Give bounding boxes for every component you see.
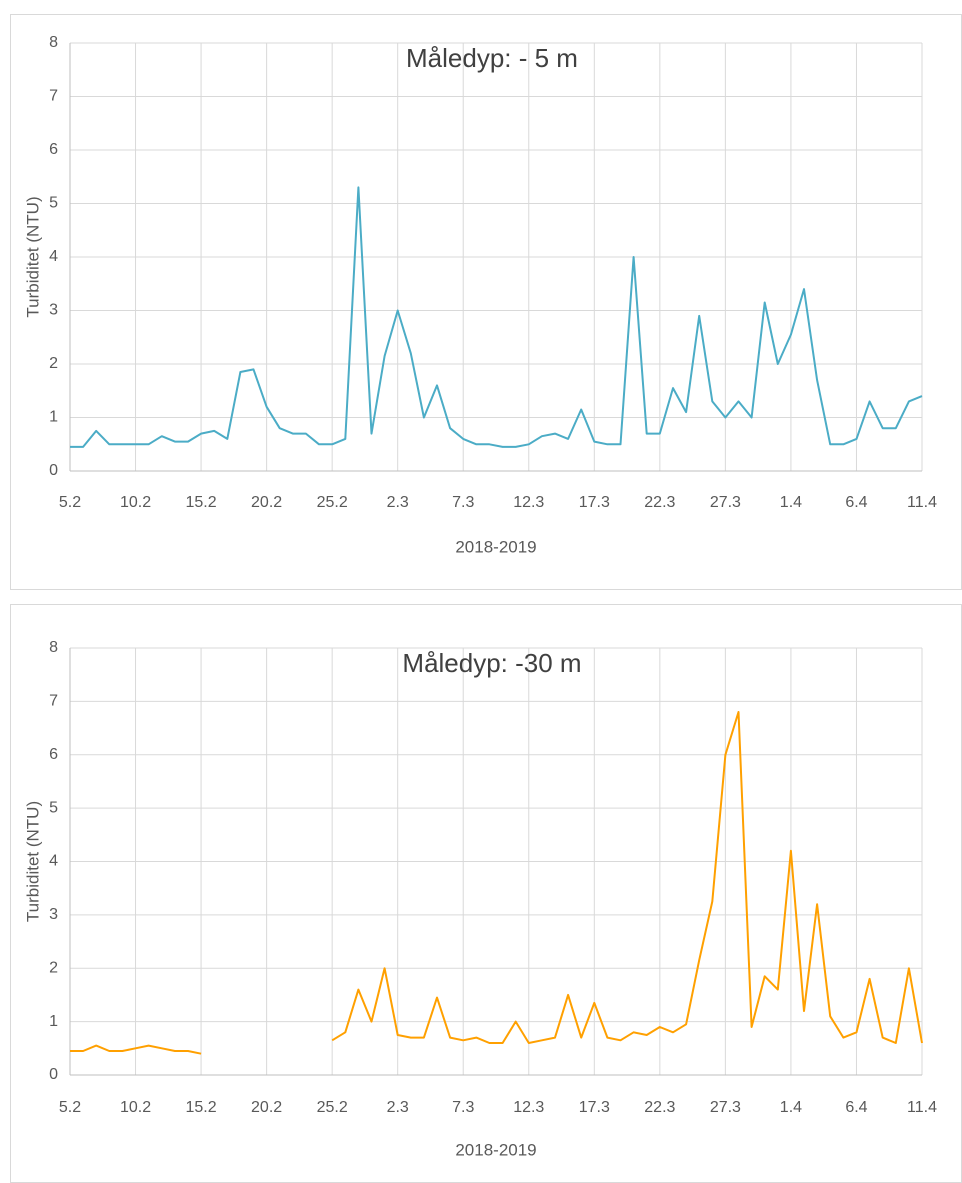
x-tick-label: 1.4 (780, 1099, 802, 1116)
y-tick-label: 2 (49, 355, 58, 372)
x-tick-label: 22.3 (644, 1099, 675, 1116)
y-tick-label: 4 (49, 853, 58, 870)
x-tick-label: 10.2 (120, 494, 151, 511)
x-tick-label: 12.3 (513, 494, 544, 511)
x-tick-label: 10.2 (120, 1099, 151, 1116)
y-tick-label: 8 (49, 34, 58, 51)
x-tick-label: 15.2 (186, 1099, 217, 1116)
y-tick-label: 2 (49, 959, 58, 976)
x-tick-label: 6.4 (845, 1099, 867, 1116)
chart-title: Måledyp: - 5 m (406, 43, 578, 73)
y-tick-label: 0 (49, 462, 58, 479)
x-axis-title: 2018-2019 (455, 1140, 536, 1159)
y-tick-label: 8 (49, 639, 58, 656)
x-tick-label: 12.3 (513, 1099, 544, 1116)
y-axis-title: Turbiditet (NTU) (23, 196, 42, 317)
y-tick-label: 3 (49, 906, 58, 923)
x-tick-label: 25.2 (317, 1099, 348, 1116)
x-tick-label: 15.2 (186, 494, 217, 511)
x-tick-label: 5.2 (59, 494, 81, 511)
y-tick-label: 7 (49, 88, 58, 105)
chart-frame (10, 14, 962, 590)
x-axis-title: 2018-2019 (455, 537, 536, 556)
y-tick-label: 3 (49, 302, 58, 319)
x-tick-label: 11.4 (907, 1099, 937, 1116)
x-tick-label: 20.2 (251, 1099, 282, 1116)
y-tick-label: 7 (49, 693, 58, 710)
x-tick-label: 27.3 (710, 1099, 741, 1116)
x-tick-label: 6.4 (845, 494, 867, 511)
x-tick-label: 22.3 (644, 494, 675, 511)
data-line (70, 186, 923, 448)
chart-title: Måledyp: -30 m (402, 648, 581, 678)
data-line (70, 711, 923, 1055)
chart-frame (10, 604, 962, 1183)
x-tick-label: 11.4 (907, 494, 937, 511)
x-tick-label: 17.3 (579, 1099, 610, 1116)
y-tick-label: 1 (49, 409, 58, 426)
y-tick-label: 5 (49, 195, 58, 212)
y-tick-label: 0 (49, 1066, 58, 1083)
y-tick-label: 6 (49, 746, 58, 763)
y-tick-label: 6 (49, 141, 58, 158)
y-tick-label: 5 (49, 799, 58, 816)
x-tick-label: 25.2 (317, 494, 348, 511)
x-tick-label: 17.3 (579, 494, 610, 511)
x-tick-label: 7.3 (452, 494, 474, 511)
x-tick-label: 7.3 (452, 1099, 474, 1116)
y-tick-label: 4 (49, 248, 58, 265)
x-tick-label: 2.3 (387, 494, 409, 511)
y-axis-title: Turbiditet (NTU) (23, 801, 42, 922)
x-tick-label: 1.4 (780, 494, 802, 511)
x-tick-label: 27.3 (710, 494, 741, 511)
x-tick-label: 5.2 (59, 1099, 81, 1116)
y-tick-label: 1 (49, 1013, 58, 1030)
x-tick-label: 20.2 (251, 494, 282, 511)
x-tick-label: 2.3 (387, 1099, 409, 1116)
